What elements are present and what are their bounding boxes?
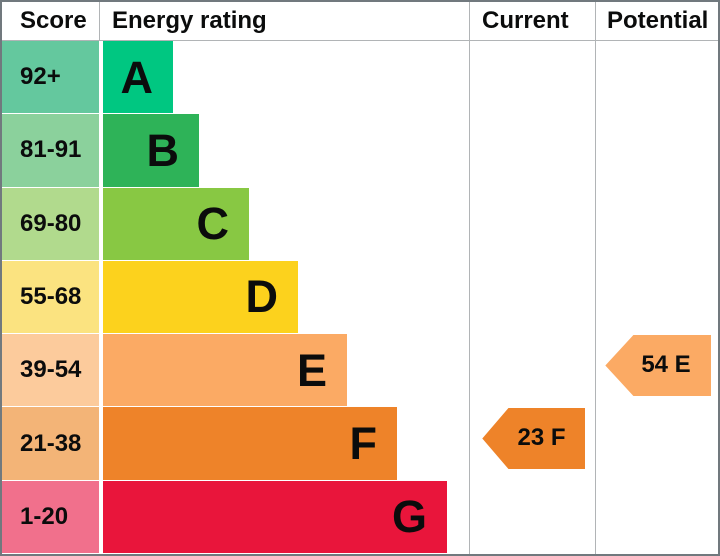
potential-marker-label: 54 E	[641, 351, 691, 379]
band-score-range: 21-38	[20, 429, 82, 457]
header-current-label: Current	[469, 2, 595, 40]
band-row: 81-91 B	[2, 114, 718, 188]
band-score-range: 39-54	[20, 356, 82, 384]
potential-arrow-shape	[603, 332, 713, 398]
potential-marker: 54 E	[603, 332, 713, 398]
band-bar: E	[103, 334, 347, 408]
band-row: 39-54 E	[2, 334, 718, 408]
band-bar: A	[103, 41, 173, 115]
band-score-cell: 92+	[2, 41, 103, 115]
band-score-cell: 21-38	[2, 407, 103, 481]
band-score-range: 55-68	[20, 282, 82, 310]
band-score-range: 92+	[20, 63, 61, 91]
left-arrow-icon	[480, 405, 587, 471]
band-bar: D	[103, 260, 298, 335]
band-score-range: 69-80	[20, 209, 82, 237]
current-arrow-shape	[480, 405, 587, 471]
band-letter: D	[245, 271, 279, 323]
column-divider-current	[469, 41, 470, 554]
header-row: Score Energy rating Current Potential	[2, 2, 718, 41]
band-row: 21-38 F	[2, 407, 718, 481]
band-letter: E	[296, 344, 327, 396]
header-energy-rating-label: Energy rating	[112, 7, 267, 34]
header-potential-label: Potential	[595, 2, 718, 40]
band-score-cell: 39-54	[2, 334, 103, 408]
band-letter: A	[120, 51, 154, 103]
band-letter: F	[349, 418, 378, 470]
band-letter: G	[391, 491, 427, 543]
current-marker-label: 23 F	[517, 424, 566, 452]
band-letter: B	[146, 124, 180, 176]
band-row: 1-20 G	[2, 480, 718, 554]
band-score-range: 81-91	[20, 136, 82, 164]
band-row: 55-68 D	[2, 260, 718, 335]
band-row: 69-80 C	[2, 187, 718, 261]
band-bar: C	[103, 187, 249, 261]
current-marker: 23 F	[480, 405, 587, 471]
left-arrow-icon	[603, 332, 713, 398]
band-score-cell: 55-68	[2, 260, 103, 335]
band-score-cell: 1-20	[2, 480, 103, 554]
band-bar: G	[103, 480, 447, 554]
band-score-cell: 81-91	[2, 114, 103, 188]
band-score-cell: 69-80	[2, 187, 103, 261]
band-bar: B	[103, 114, 199, 188]
column-divider-potential	[595, 41, 596, 554]
band-bar: F	[103, 407, 397, 481]
header-score-label: Score	[2, 2, 100, 40]
band-row: 92+ A	[2, 41, 718, 115]
band-score-range: 1-20	[20, 502, 69, 530]
band-letter: C	[196, 198, 230, 250]
chart-body: 23 F 54 E 92+ A 81-91 B 69-80 C	[2, 41, 718, 554]
